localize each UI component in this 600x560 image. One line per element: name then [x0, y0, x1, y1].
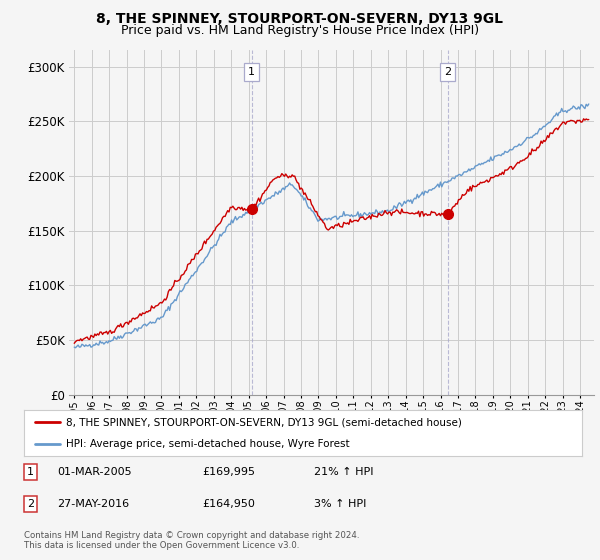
Text: 01-MAR-2005: 01-MAR-2005	[58, 467, 132, 477]
Text: 3% ↑ HPI: 3% ↑ HPI	[314, 500, 367, 509]
Text: HPI: Average price, semi-detached house, Wyre Forest: HPI: Average price, semi-detached house,…	[66, 439, 349, 449]
Text: £169,995: £169,995	[203, 467, 256, 477]
Text: 8, THE SPINNEY, STOURPORT-ON-SEVERN, DY13 9GL (semi-detached house): 8, THE SPINNEY, STOURPORT-ON-SEVERN, DY1…	[66, 417, 462, 427]
Text: 21% ↑ HPI: 21% ↑ HPI	[314, 467, 374, 477]
Text: 8, THE SPINNEY, STOURPORT-ON-SEVERN, DY13 9GL: 8, THE SPINNEY, STOURPORT-ON-SEVERN, DY1…	[97, 12, 503, 26]
Text: Contains HM Land Registry data © Crown copyright and database right 2024.
This d: Contains HM Land Registry data © Crown c…	[24, 531, 359, 550]
Text: 1: 1	[248, 67, 255, 77]
Text: £164,950: £164,950	[203, 500, 256, 509]
Text: 2: 2	[27, 500, 34, 509]
Text: Price paid vs. HM Land Registry's House Price Index (HPI): Price paid vs. HM Land Registry's House …	[121, 24, 479, 36]
Text: 27-MAY-2016: 27-MAY-2016	[58, 500, 130, 509]
Text: 2: 2	[444, 67, 451, 77]
Text: 1: 1	[27, 467, 34, 477]
